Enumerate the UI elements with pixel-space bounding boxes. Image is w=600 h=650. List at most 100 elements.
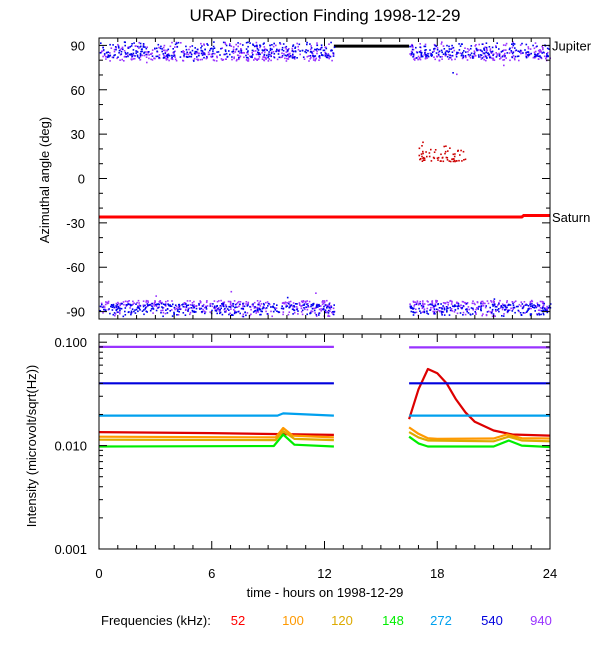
data-point <box>504 308 506 311</box>
data-point <box>502 306 504 309</box>
data-point <box>483 48 485 51</box>
data-point <box>164 52 167 55</box>
data-point <box>263 304 265 306</box>
data-point <box>328 307 331 309</box>
data-point <box>444 150 447 153</box>
data-point <box>192 307 194 309</box>
data-point <box>170 305 173 307</box>
data-point <box>206 305 209 307</box>
data-point <box>143 51 146 54</box>
data-point <box>501 308 504 311</box>
data-point <box>202 308 204 311</box>
data-point <box>153 302 156 304</box>
data-point <box>193 306 196 309</box>
data-point <box>172 51 174 54</box>
data-point <box>148 54 150 56</box>
data-point <box>187 308 190 311</box>
data-point <box>440 153 442 156</box>
data-point <box>545 57 547 60</box>
data-point <box>332 313 335 316</box>
data-point <box>449 147 451 149</box>
data-point <box>278 48 281 51</box>
data-point <box>466 302 469 304</box>
data-point <box>423 157 426 160</box>
data-point <box>546 311 549 314</box>
data-point <box>243 52 245 54</box>
data-point <box>231 51 233 53</box>
data-point <box>307 55 310 57</box>
data-point <box>171 41 173 44</box>
data-point <box>237 310 239 313</box>
data-point <box>242 51 244 54</box>
data-point <box>235 306 237 308</box>
data-point <box>268 58 270 60</box>
data-point <box>465 56 467 59</box>
data-point <box>328 305 331 307</box>
data-point <box>109 43 111 46</box>
data-point <box>222 301 224 304</box>
data-point <box>281 305 283 307</box>
data-point <box>430 160 433 162</box>
data-point <box>234 310 236 312</box>
data-point <box>530 305 532 307</box>
data-point <box>221 305 223 307</box>
data-point <box>487 310 490 313</box>
data-point <box>323 309 326 311</box>
data-point <box>413 305 415 307</box>
data-point <box>524 49 526 51</box>
data-point <box>151 52 153 55</box>
data-point <box>145 53 147 56</box>
data-point <box>495 45 497 47</box>
data-point <box>419 300 422 303</box>
data-point <box>514 300 517 302</box>
data-point <box>177 306 180 309</box>
data-point <box>521 303 524 305</box>
data-point <box>412 301 415 303</box>
data-point <box>433 56 435 58</box>
data-point <box>279 43 282 45</box>
data-point <box>198 304 200 306</box>
data-point <box>190 55 193 58</box>
data-point <box>433 151 436 153</box>
data-point <box>199 300 201 302</box>
data-point <box>224 307 226 310</box>
data-point <box>269 44 271 47</box>
data-point <box>512 304 515 307</box>
data-point <box>177 41 180 44</box>
data-point <box>155 309 158 312</box>
data-point <box>316 44 319 47</box>
data-point <box>500 306 503 308</box>
data-point <box>245 314 247 317</box>
data-point <box>457 52 459 54</box>
data-point <box>188 55 191 58</box>
data-point <box>231 58 233 61</box>
data-point <box>461 160 463 162</box>
data-point <box>306 313 308 316</box>
data-point <box>293 306 296 308</box>
data-point <box>197 58 199 61</box>
data-point <box>270 310 272 313</box>
data-point <box>105 301 107 303</box>
planet-label-jupiter: Jupiter <box>552 38 592 53</box>
data-point <box>479 305 482 308</box>
data-point <box>467 306 470 308</box>
data-point <box>288 301 290 303</box>
data-point <box>129 307 131 309</box>
data-point <box>289 55 291 58</box>
data-point <box>503 55 506 58</box>
data-point <box>534 55 537 58</box>
data-point <box>474 303 476 306</box>
data-point <box>326 310 329 313</box>
data-point <box>228 306 231 308</box>
data-point <box>422 306 425 308</box>
data-point <box>266 49 268 52</box>
data-point <box>179 304 181 307</box>
data-point <box>315 305 318 308</box>
series-120-khz <box>98 430 551 443</box>
data-point <box>492 305 494 307</box>
data-point <box>139 42 142 45</box>
data-point <box>540 310 543 312</box>
data-point <box>168 54 170 56</box>
data-point <box>131 308 134 310</box>
data-point <box>498 301 500 304</box>
